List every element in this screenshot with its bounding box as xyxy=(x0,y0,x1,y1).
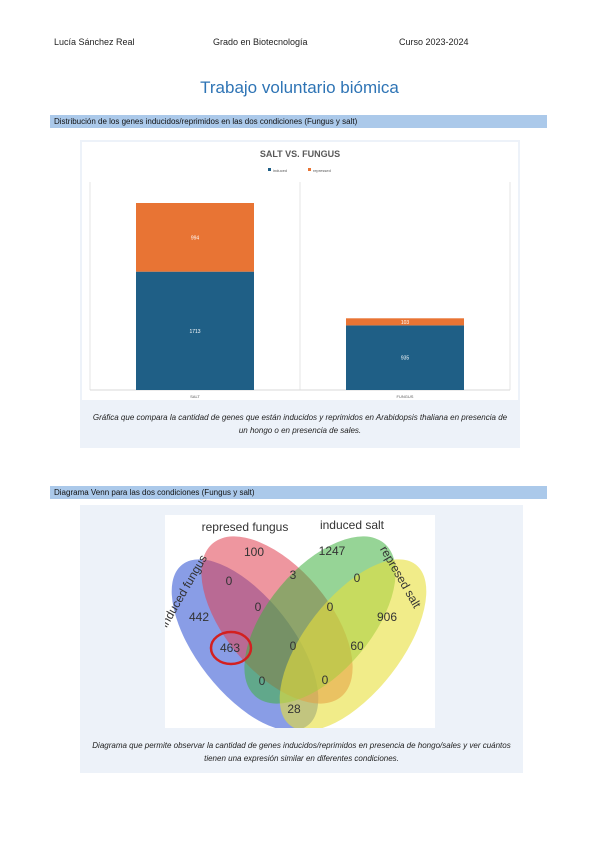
region-count: 0 xyxy=(354,571,361,585)
region-count: 442 xyxy=(189,610,209,624)
bar-segment xyxy=(136,271,254,390)
legend-label: repressed xyxy=(313,168,331,173)
data-label: 1713 xyxy=(189,329,200,335)
legend-label: induced xyxy=(273,168,287,173)
header-author: Lucía Sánchez Real xyxy=(54,37,135,47)
highlight-circle xyxy=(209,630,253,666)
section-heading: Diagrama Venn para las dos condiciones (… xyxy=(50,486,547,499)
region-count: 906 xyxy=(377,610,397,624)
header-course: Curso 2023-2024 xyxy=(399,37,469,47)
region-count: 60 xyxy=(350,639,364,653)
legend-swatch xyxy=(308,168,311,171)
x-tick-label: SALT xyxy=(190,394,200,399)
region-count: 28 xyxy=(287,702,301,716)
bar-segment xyxy=(346,318,464,326)
x-tick-label: FUNGUS xyxy=(397,394,414,399)
region-count: 1247 xyxy=(319,544,346,558)
bar-segment xyxy=(136,203,254,272)
region-count: 0 xyxy=(255,600,262,614)
legend-swatch xyxy=(268,168,271,171)
venn-diagram: represed fungus induced salt induced fun… xyxy=(165,515,435,728)
region-count: 0 xyxy=(327,600,334,614)
chart-title: SALT VS. FUNGUS xyxy=(260,149,340,159)
title: Trabajo voluntario biómica xyxy=(200,78,399,97)
set-label: induced salt xyxy=(320,518,385,532)
header-degree: Grado en Biotecnología xyxy=(213,37,308,47)
set-label: represed fungus xyxy=(202,520,289,534)
region-count: 0 xyxy=(226,574,233,588)
region-count: 3 xyxy=(290,568,297,582)
caption: Diagrama que permite observar la cantida… xyxy=(92,741,511,763)
section-heading: Distribución de los genes inducidos/repr… xyxy=(50,115,547,128)
region-count: 0 xyxy=(322,673,329,687)
data-label: 103 xyxy=(401,320,410,326)
set-repressed-salt xyxy=(279,559,427,728)
region-count: 463 xyxy=(220,641,240,655)
region-count: 0 xyxy=(290,639,297,653)
data-label: 935 xyxy=(401,356,410,362)
caption: Gráfica que compara la cantidad de genes… xyxy=(92,413,508,435)
bar-segment xyxy=(346,325,464,390)
region-count: 0 xyxy=(259,674,266,688)
data-label: 994 xyxy=(191,235,200,241)
chart: SALT VS. FUNGUS induced repressed 1713 994 S… xyxy=(82,142,518,400)
region-count: 100 xyxy=(244,545,264,559)
